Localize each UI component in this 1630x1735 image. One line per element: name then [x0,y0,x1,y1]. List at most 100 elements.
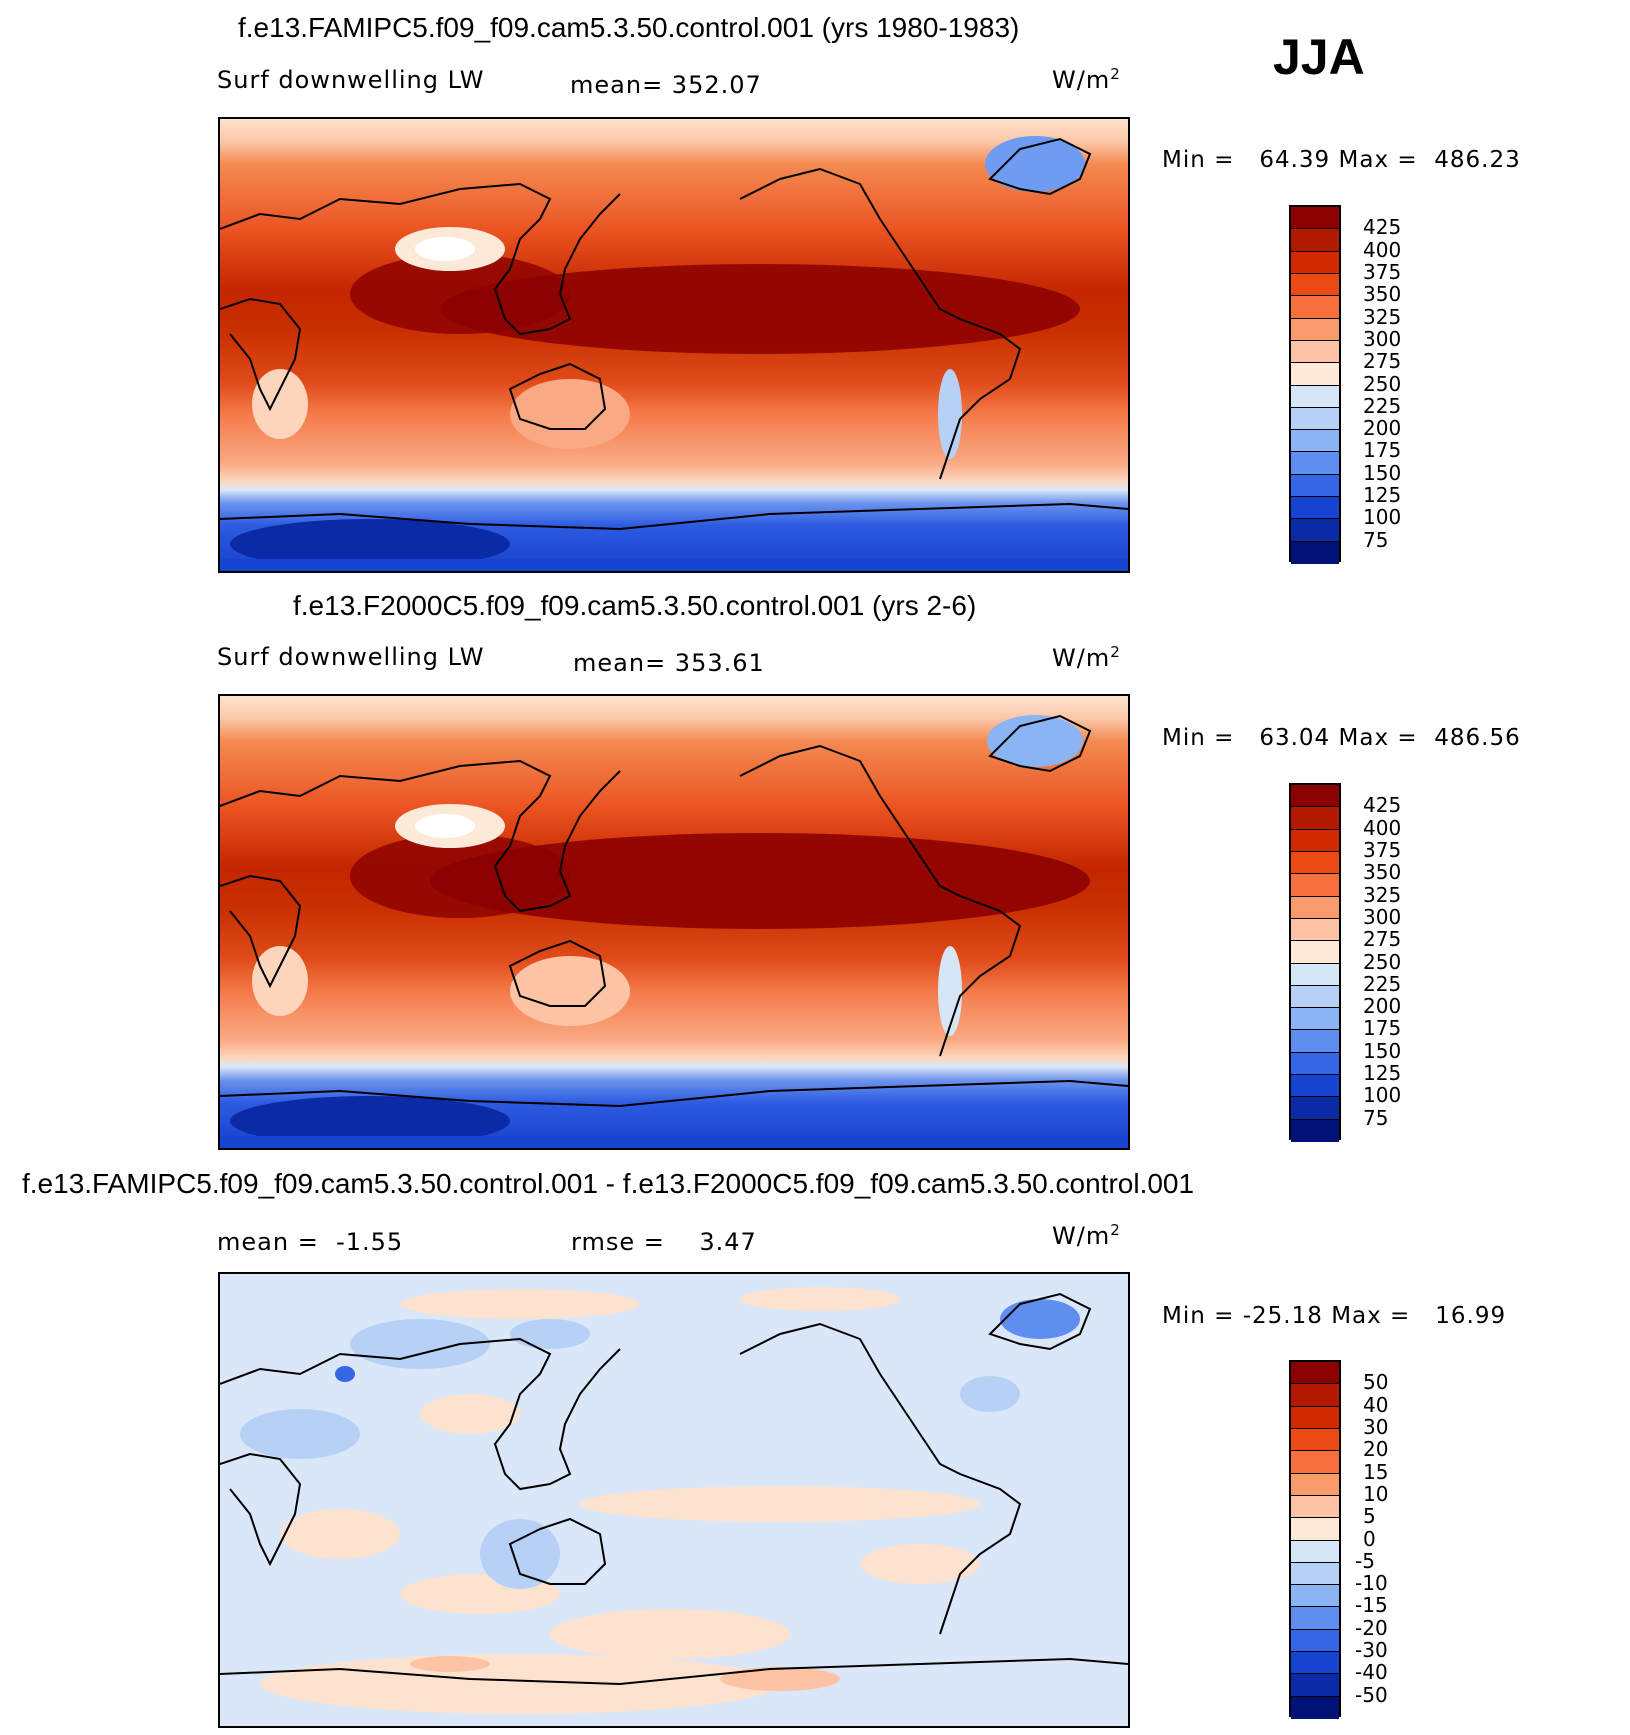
colorbar-swatch [1291,296,1339,319]
colorbar-swatch [1291,785,1339,808]
panel-2-map [218,694,1130,1150]
colorbar-swatch [1291,1052,1339,1076]
colorbar-swatch [1291,941,1339,964]
colorbar-swatch [1291,1451,1339,1474]
colorbar-tick-label: 250 [1363,371,1402,396]
colorbar-swatch [1291,1607,1339,1630]
colorbar-tick-label: 0 [1363,1526,1376,1551]
colorbar-tick-label: 425 [1363,793,1402,818]
panel-1-title: f.e13.FAMIPC5.f09_f09.cam5.3.50.control.… [238,12,1020,43]
colorbar-swatch [1291,874,1339,897]
colorbar-swatch [1291,918,1339,942]
panel-2-title: f.e13.F2000C5.f09_f09.cam5.3.50.control.… [293,590,977,621]
colorbar-tick-label: 175 [1363,1016,1402,1041]
colorbar-tick-label: 225 [1363,971,1402,996]
colorbar-tick-label: -20 [1355,1615,1388,1640]
panel-2-colorbar-labels: 425 400 375 350 325 300 275 250 225 200 175 150 125 1… [1355,783,1435,1140]
colorbar-swatch [1291,1406,1339,1429]
panel-3-colorbar [1289,1360,1341,1719]
colorbar-swatch [1291,363,1339,386]
panel-3-map [218,1272,1130,1728]
colorbar-tick-label: 375 [1363,837,1402,862]
colorbar-tick-label: -40 [1355,1660,1388,1685]
colorbar-swatch [1291,1362,1339,1385]
panel-1-mean: mean= 352.07 [570,71,762,99]
colorbar-swatch [1291,430,1339,453]
colorbar-tick-label: -5 [1355,1548,1375,1573]
panel-3-colorbar-labels: 50 40 30 20 15 10 5 0 -5 -10 -15 -20 -30 -40 -50 [1355,1360,1435,1717]
colorbar-swatch [1291,1674,1339,1697]
colorbar-swatch [1291,541,1339,564]
panel-1-map-field [220,119,1128,571]
colorbar-swatch [1291,340,1339,364]
colorbar-swatch [1291,1696,1339,1719]
panel-3-units: W/m2 [1052,1221,1121,1250]
panel-2-units: W/m2 [1052,643,1121,672]
colorbar-tick-label: 150 [1363,1038,1402,1063]
panel-3-title: f.e13.FAMIPC5.f09_f09.cam5.3.50.control.… [22,1168,1195,1199]
panel-2-variable: Surf downwelling LW [217,643,485,671]
colorbar-tick-label: 100 [1363,1083,1402,1108]
colorbar-tick-label: 100 [1363,505,1402,530]
colorbar-tick-label: 150 [1363,460,1402,485]
colorbar-tick-label: 375 [1363,259,1402,284]
colorbar-swatch [1291,474,1339,498]
colorbar-tick-label: 425 [1363,215,1402,240]
panel-2-min-max: Min = 63.04 Max = 486.56 [1162,725,1521,751]
colorbar-tick-label: 30 [1363,1414,1389,1439]
panel-1-map [218,117,1130,573]
colorbar-swatch [1291,1428,1339,1452]
panel-3-mean: mean = -1.55 [217,1228,404,1256]
colorbar-tick-label: 40 [1363,1392,1389,1417]
colorbar-swatch [1291,1652,1339,1675]
colorbar-swatch [1291,1030,1339,1053]
panel-3-min-max: Min = -25.18 Max = 16.99 [1162,1303,1507,1329]
colorbar-tick-label: 275 [1363,349,1402,374]
colorbar-swatch [1291,829,1339,852]
panel-3-rmse: rmse = 3.47 [571,1228,757,1256]
colorbar-tick-label: 400 [1363,815,1402,840]
colorbar-swatch [1291,452,1339,475]
colorbar-swatch [1291,1473,1339,1496]
colorbar-tick-label: 75 [1363,527,1389,552]
colorbar-swatch [1291,807,1339,830]
colorbar-swatch [1291,273,1339,297]
colorbar-tick-label: 325 [1363,882,1402,907]
panel-1-colorbar-labels: 425 400 375 350 325 300 275 250 225 200 175 150 125 1… [1355,205,1435,562]
colorbar-tick-label: 200 [1363,416,1402,441]
colorbar-swatch [1291,497,1339,520]
colorbar-tick-label: -30 [1355,1638,1388,1663]
colorbar-tick-label: 350 [1363,282,1402,307]
colorbar-swatch [1291,385,1339,408]
panel-2-map-field [220,696,1128,1148]
panel-1-units: W/m2 [1052,65,1121,94]
colorbar-tick-label: 325 [1363,304,1402,329]
panel-2-colorbar [1289,783,1341,1142]
colorbar-tick-label: 5 [1363,1504,1376,1529]
colorbar-swatch [1291,1097,1339,1120]
colorbar-tick-label: 125 [1363,1061,1402,1086]
colorbar-swatch [1291,519,1339,542]
colorbar-tick-label: 275 [1363,927,1402,952]
colorbar-tick-label: 75 [1363,1105,1389,1130]
colorbar-swatch [1291,985,1339,1009]
panel-1-variable: Surf downwelling LW [217,66,485,94]
panel-1-colorbar [1289,205,1341,564]
colorbar-swatch [1291,251,1339,274]
colorbar-swatch [1291,1562,1339,1586]
colorbar-swatch [1291,1540,1339,1563]
colorbar-tick-label: 200 [1363,994,1402,1019]
colorbar-swatch [1291,1495,1339,1519]
colorbar-swatch [1291,1075,1339,1098]
colorbar-swatch [1291,851,1339,875]
panel-2-mean: mean= 353.61 [573,649,765,677]
colorbar-swatch [1291,207,1339,230]
colorbar-swatch [1291,1384,1339,1407]
colorbar-tick-label: 300 [1363,904,1402,929]
colorbar-swatch [1291,318,1339,341]
colorbar-tick-label: 300 [1363,326,1402,351]
colorbar-swatch [1291,1119,1339,1142]
colorbar-swatch [1291,229,1339,252]
colorbar-swatch [1291,1585,1339,1608]
panel-3-map-field [220,1274,1128,1726]
